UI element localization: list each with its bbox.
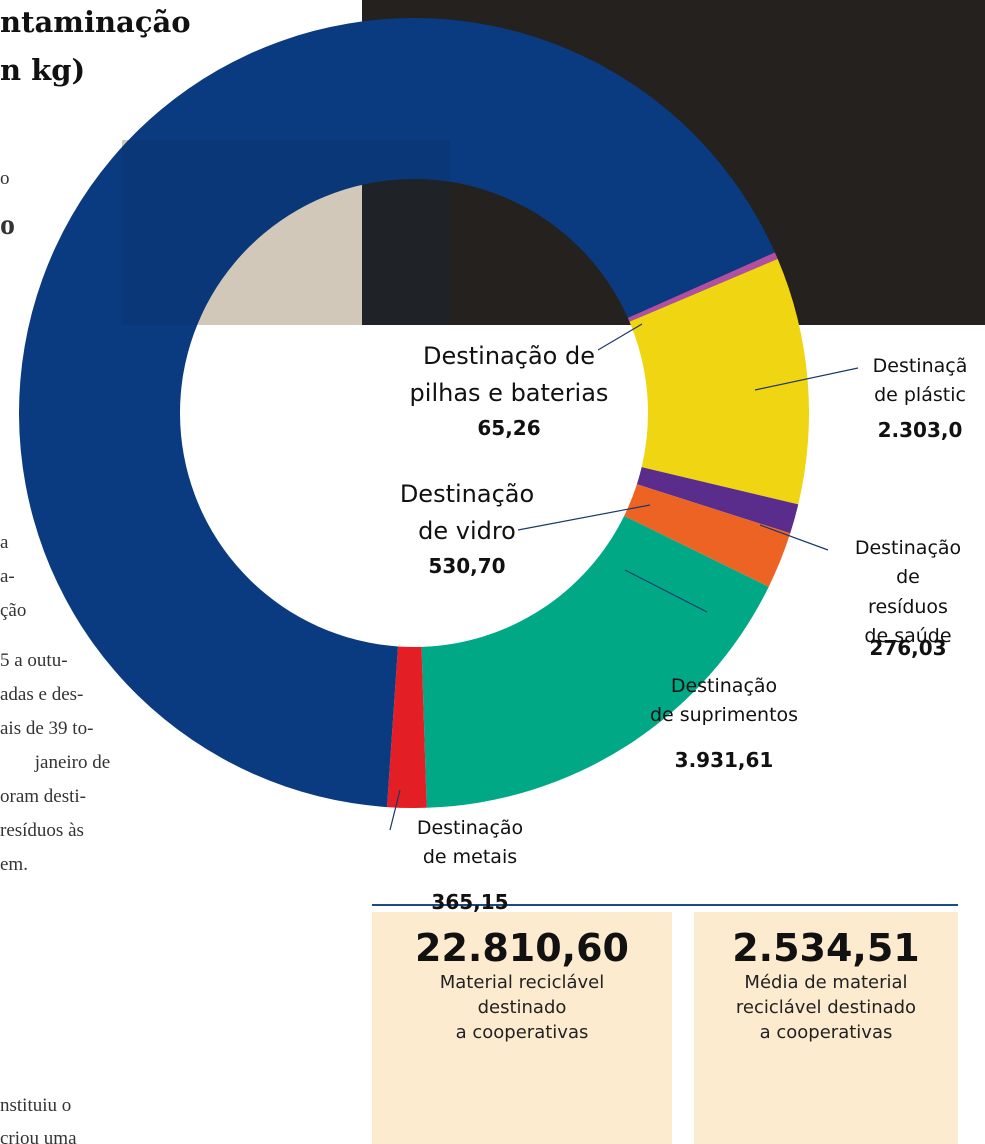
article-text: a- — [0, 566, 15, 587]
article-text: oram desti- — [0, 786, 87, 807]
article-text: adas e des- — [0, 684, 84, 705]
donut-slice — [19, 17, 775, 808]
donut-slice — [386, 646, 427, 808]
article-text: janeiro de — [30, 752, 111, 773]
leader-line — [517, 504, 651, 531]
slice-label: Destinação de resíduos de saúde — [854, 537, 962, 648]
article-text: a — [0, 532, 9, 553]
slice-label: Destinação de metais — [416, 817, 524, 869]
article-text: ais de 39 to- — [0, 718, 94, 739]
value-label: 65,26 — [477, 416, 541, 440]
value-label: 530,70 — [428, 554, 506, 578]
article-text: ção — [0, 600, 27, 621]
article-text: em. — [0, 854, 28, 875]
donut-slice — [636, 467, 799, 534]
leader-line — [389, 789, 401, 831]
overlay — [122, 140, 450, 325]
article-text: nstituiu o — [0, 1095, 72, 1116]
headline: ntaminação — [0, 5, 191, 39]
article-text: 5 a outu- — [0, 650, 68, 671]
leader-line — [754, 367, 859, 391]
leader-line — [759, 524, 829, 551]
article-text: o — [0, 168, 10, 189]
slice-label: Destinação de suprimentos — [649, 675, 799, 727]
article-text: o — [0, 208, 15, 241]
value-label: 365,15 — [431, 890, 509, 914]
summary-box: 22.810,60 Material reciclável destinado … — [372, 912, 672, 1144]
donut-slice — [624, 484, 791, 587]
summary-value: 22.810,60 — [415, 926, 629, 970]
summary-text: Material reciclável destinado a cooperat… — [439, 972, 605, 1044]
article-text: resíduos às — [0, 820, 84, 841]
value-label: 276,03 — [869, 636, 947, 660]
donut-slice — [627, 252, 778, 322]
value-label: 3.931,61 — [674, 748, 774, 772]
donut-slice — [629, 258, 809, 505]
article-text: criou uma — [0, 1128, 77, 1144]
summary-box: 2.534,51 Média de material reciclável de… — [694, 912, 958, 1144]
donut-slice — [421, 515, 769, 808]
summary-text: Média de material reciclável destinado a… — [735, 972, 917, 1044]
leader-line — [597, 323, 643, 351]
summary-value: 2.534,51 — [732, 926, 920, 970]
value-label: 2.303,0 — [877, 418, 963, 442]
slice-label: Destinação de vidro — [399, 480, 535, 546]
slice-label: Destinaçã de plástic — [872, 355, 968, 407]
slice-label: Destinação de pilhas e baterias — [409, 342, 609, 408]
headline: n kg) — [0, 53, 86, 87]
leader-line — [624, 569, 708, 613]
